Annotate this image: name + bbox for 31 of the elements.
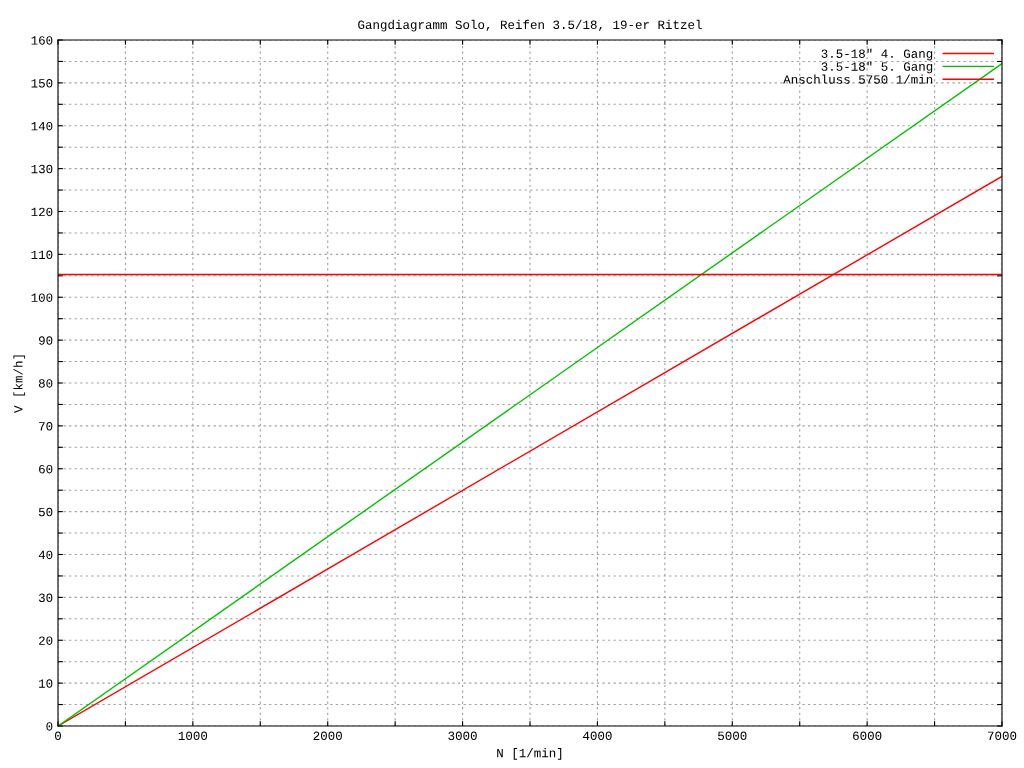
y-tick-label: 140 bbox=[31, 121, 53, 131]
x-tick-label: 0 bbox=[55, 731, 61, 741]
x-tick-label: 5000 bbox=[718, 731, 747, 741]
x-tick-label: 1000 bbox=[178, 731, 208, 741]
y-tick-label: 60 bbox=[39, 464, 53, 474]
y-tick-label: 150 bbox=[31, 79, 53, 88]
y-tick-label: 40 bbox=[38, 550, 53, 560]
y-tick-label: 0 bbox=[46, 722, 53, 731]
legend-label: Anschluss 5750 1/min bbox=[783, 74, 933, 84]
y-tick-label: 30 bbox=[38, 593, 53, 603]
legend-label: 3.5-18" 4. Gang bbox=[821, 48, 933, 61]
y-tick-label: 120 bbox=[31, 207, 53, 217]
y-tick-label: 160 bbox=[31, 36, 53, 45]
y-tick-label: 130 bbox=[31, 164, 53, 174]
y-tick-label: 100 bbox=[31, 293, 53, 302]
x-tick-label: 7000 bbox=[987, 731, 1017, 741]
y-tick-label: 70 bbox=[39, 422, 53, 431]
y-tick-label: 20 bbox=[39, 636, 53, 645]
y-tick-label: 90 bbox=[39, 336, 53, 345]
x-tick-label: 2000 bbox=[313, 731, 342, 741]
x-tick-label: 3000 bbox=[448, 731, 477, 741]
x-tick-label: 6000 bbox=[853, 731, 882, 741]
legend-label: 3.5-18" 5. Gang bbox=[821, 61, 933, 74]
y-tick-label: 10 bbox=[39, 679, 53, 688]
y-axis-title: V [km/h] bbox=[13, 355, 26, 413]
x-axis-title: N [1/min] bbox=[497, 748, 562, 760]
chart-title: Gangdiagramm Solo, Reifen 3.5/18, 19-er Ritzel bbox=[358, 19, 702, 32]
y-tick-label: 80 bbox=[38, 379, 53, 388]
x-tick-label: 4000 bbox=[583, 731, 612, 741]
y-tick-label: 110 bbox=[31, 250, 53, 260]
y-tick-label: 50 bbox=[38, 507, 53, 517]
